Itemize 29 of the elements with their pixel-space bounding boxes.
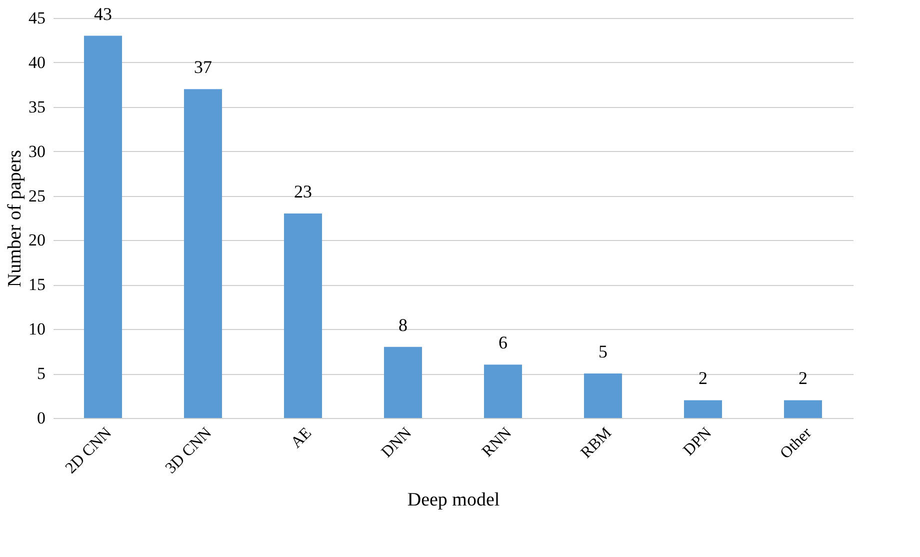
x-axis-title: Deep model [407,489,500,510]
data-label: 2 [798,368,808,388]
bar [384,346,422,418]
data-label: 6 [498,332,508,353]
bar [684,400,722,418]
y-tick-label: 5 [37,364,46,384]
x-tick-label: AE [288,424,316,452]
y-tick-label: 10 [28,320,46,339]
data-label: 37 [194,57,212,78]
y-tick-label: 45 [28,8,46,28]
bar [84,36,122,418]
y-tick-label: 30 [28,142,46,161]
data-label: 5 [598,342,608,362]
data-label: 2 [698,368,708,388]
bar [784,400,822,418]
y-tick-label: 20 [28,230,46,250]
y-tick-label: 15 [28,275,46,294]
y-tick-label: 25 [28,186,46,206]
data-label: 43 [94,4,112,24]
y-axis-title: Number of papers [4,150,26,288]
y-tick-label: 40 [28,52,46,72]
bar [284,214,322,418]
bar [484,364,522,418]
data-label: 23 [294,182,312,202]
y-tick-label: 35 [28,97,46,116]
bar [184,89,222,418]
y-tick-label: 0 [37,408,46,428]
bar [584,374,622,418]
data-label: 8 [398,314,408,335]
